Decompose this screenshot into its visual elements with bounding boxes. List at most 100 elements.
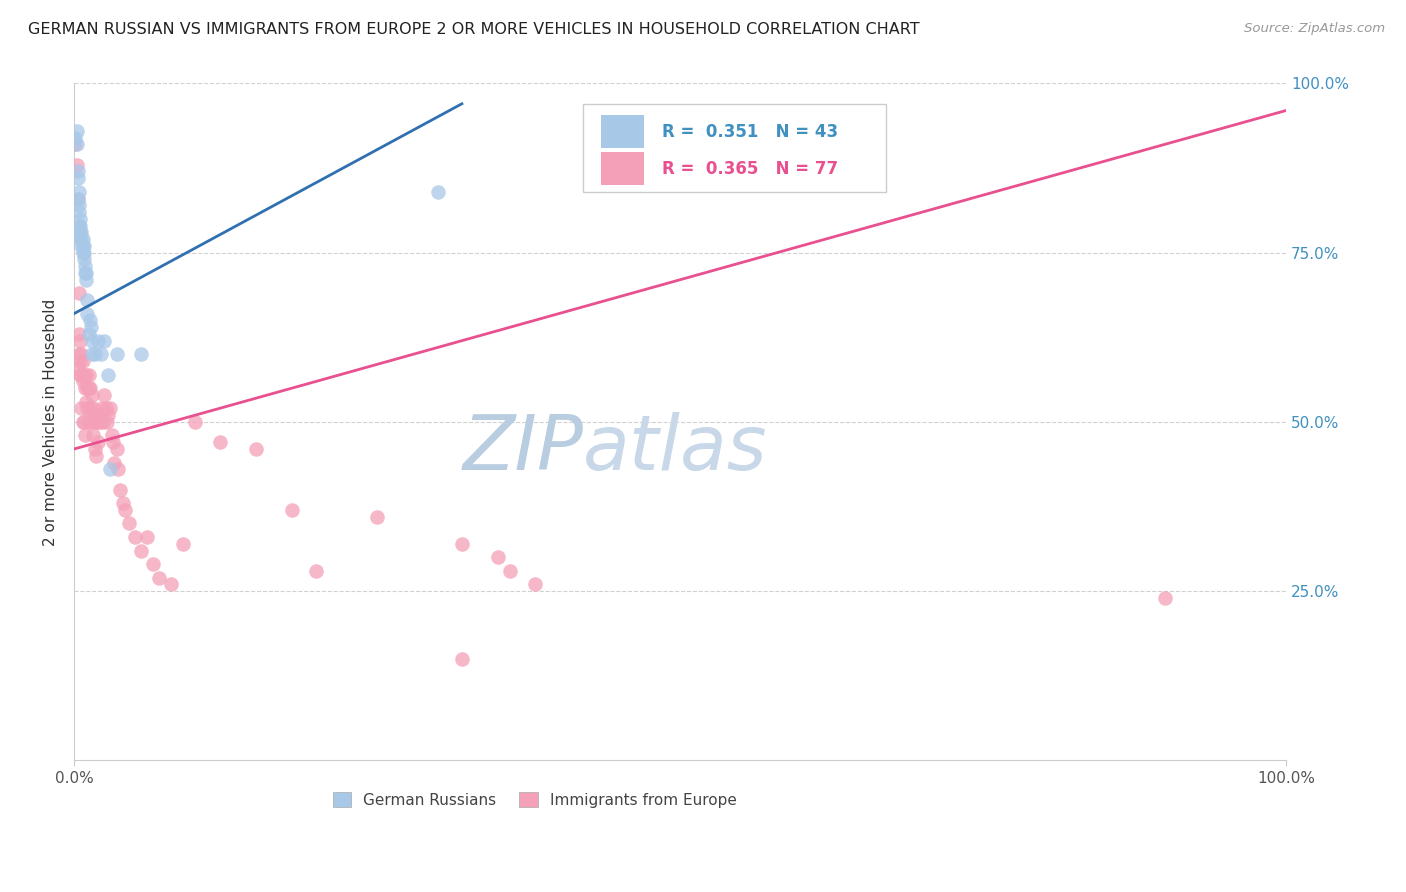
Point bbox=[366, 509, 388, 524]
Point bbox=[172, 537, 194, 551]
Point bbox=[77, 415, 100, 429]
Point bbox=[72, 415, 94, 429]
Point bbox=[77, 368, 100, 382]
Point bbox=[83, 347, 105, 361]
Point bbox=[87, 435, 110, 450]
Point bbox=[80, 408, 103, 422]
Point bbox=[79, 381, 101, 395]
Point bbox=[69, 354, 91, 368]
Point bbox=[100, 428, 122, 442]
Point bbox=[83, 442, 105, 456]
Point bbox=[80, 320, 103, 334]
Point bbox=[94, 401, 117, 416]
Point bbox=[84, 449, 107, 463]
Point bbox=[70, 232, 93, 246]
Point bbox=[73, 415, 96, 429]
Point bbox=[486, 550, 509, 565]
Point bbox=[1153, 591, 1175, 605]
Point bbox=[451, 537, 474, 551]
Point bbox=[69, 334, 91, 348]
Point bbox=[67, 286, 90, 301]
Text: GERMAN RUSSIAN VS IMMIGRANTS FROM EUROPE 2 OR MORE VEHICLES IN HOUSEHOLD CORRELA: GERMAN RUSSIAN VS IMMIGRANTS FROM EUROPE… bbox=[28, 22, 920, 37]
Point bbox=[129, 543, 152, 558]
Point bbox=[70, 226, 93, 240]
Text: R =  0.351   N = 43: R = 0.351 N = 43 bbox=[662, 122, 838, 141]
Point bbox=[86, 415, 108, 429]
Point bbox=[77, 326, 100, 341]
Point bbox=[65, 124, 87, 138]
Point bbox=[69, 226, 91, 240]
Point bbox=[70, 368, 93, 382]
Point bbox=[90, 408, 112, 422]
Point bbox=[82, 415, 104, 429]
Point bbox=[75, 273, 97, 287]
Point bbox=[73, 381, 96, 395]
Point bbox=[90, 347, 112, 361]
Point bbox=[82, 428, 104, 442]
Point bbox=[93, 334, 115, 348]
Point bbox=[67, 185, 90, 199]
Point bbox=[72, 239, 94, 253]
Point bbox=[66, 192, 89, 206]
Point bbox=[69, 211, 91, 226]
Point bbox=[523, 577, 546, 591]
Point bbox=[82, 401, 104, 416]
Text: ZIP: ZIP bbox=[463, 412, 583, 486]
Point bbox=[451, 652, 474, 666]
Point bbox=[91, 415, 114, 429]
Point bbox=[87, 334, 110, 348]
Point bbox=[100, 401, 122, 416]
Point bbox=[89, 415, 111, 429]
Point bbox=[142, 557, 165, 571]
Point bbox=[91, 401, 114, 416]
Point bbox=[79, 313, 101, 327]
Point bbox=[75, 266, 97, 280]
Text: Source: ZipAtlas.com: Source: ZipAtlas.com bbox=[1244, 22, 1385, 36]
Point bbox=[65, 130, 87, 145]
Point bbox=[305, 564, 328, 578]
Point bbox=[281, 503, 304, 517]
Point bbox=[97, 408, 120, 422]
Point bbox=[245, 442, 267, 456]
Point bbox=[77, 381, 100, 395]
Point bbox=[76, 307, 98, 321]
Point bbox=[96, 415, 118, 429]
Legend: German Russians, Immigrants from Europe: German Russians, Immigrants from Europe bbox=[326, 786, 742, 814]
Point bbox=[100, 462, 122, 476]
Point bbox=[82, 347, 104, 361]
FancyBboxPatch shape bbox=[583, 103, 886, 192]
Point bbox=[76, 401, 98, 416]
Point bbox=[67, 198, 90, 212]
Point bbox=[76, 381, 98, 395]
Point bbox=[66, 164, 89, 178]
Point bbox=[82, 334, 104, 348]
Point bbox=[66, 360, 89, 375]
Point bbox=[66, 192, 89, 206]
Y-axis label: 2 or more Vehicles in Household: 2 or more Vehicles in Household bbox=[44, 298, 58, 546]
Point bbox=[65, 137, 87, 152]
Point bbox=[114, 503, 136, 517]
Point bbox=[67, 219, 90, 233]
Point bbox=[107, 462, 129, 476]
Point bbox=[70, 347, 93, 361]
Text: atlas: atlas bbox=[583, 412, 768, 486]
Point bbox=[69, 368, 91, 382]
Point bbox=[67, 205, 90, 219]
Point bbox=[69, 232, 91, 246]
Point bbox=[65, 137, 87, 152]
Point bbox=[70, 239, 93, 253]
Point bbox=[73, 266, 96, 280]
Point bbox=[67, 326, 90, 341]
Point bbox=[67, 347, 90, 361]
Point bbox=[108, 483, 131, 497]
Point bbox=[73, 252, 96, 267]
Point bbox=[426, 185, 449, 199]
Point bbox=[97, 368, 120, 382]
Point bbox=[70, 401, 93, 416]
Point bbox=[73, 245, 96, 260]
Point bbox=[105, 442, 128, 456]
Point bbox=[72, 232, 94, 246]
Point bbox=[101, 435, 124, 450]
Point bbox=[69, 219, 91, 233]
Point bbox=[111, 496, 134, 510]
